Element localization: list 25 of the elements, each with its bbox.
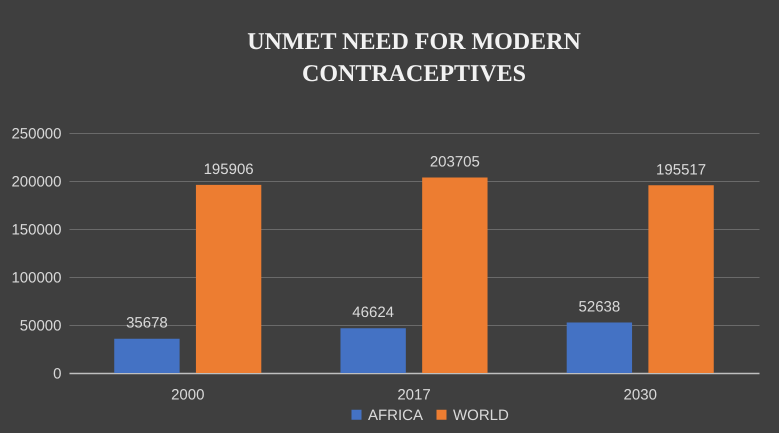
y-tick-label: 200000 [11,174,62,190]
data-label: 46624 [352,304,394,322]
x-tick-label: 2000 [171,386,204,404]
text: UNMET NEED FOR MODERN [247,29,581,55]
data-label: 195906 [204,160,254,178]
data-label: 35678 [126,314,168,332]
bar [566,322,632,373]
bar [340,328,406,373]
y-tick-label: 100000 [11,270,62,286]
bar [648,185,714,373]
bar [114,338,180,373]
data-label: 195517 [656,161,706,178]
y-tick-label: 150000 [11,222,62,238]
data-label: 52638 [578,298,620,316]
bar [422,177,488,373]
legend-label: WORLD [453,406,509,424]
y-tick-label: 0 [53,366,62,382]
data-label: 203705 [430,153,480,170]
y-tick-label: 50000 [20,318,62,334]
bar [196,184,262,373]
x-tick-label: 2030 [624,386,657,404]
legend-label: AFRICA [368,406,424,424]
text: CONTRACEPTIVES [302,61,526,87]
y-tick-label: 250000 [11,126,62,142]
x-tick-label: 2017 [397,386,431,404]
